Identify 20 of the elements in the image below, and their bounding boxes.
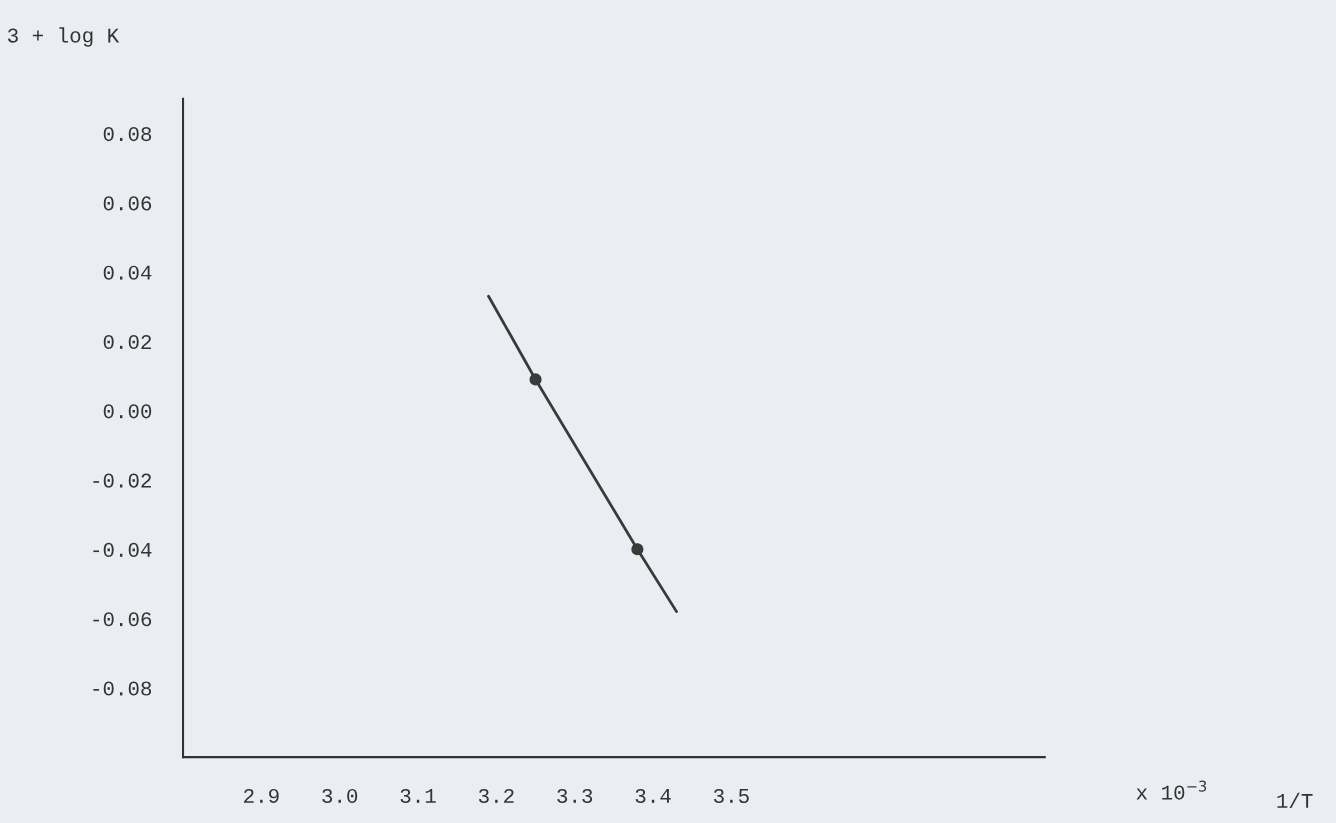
y-tick-label: 0.00 [103, 404, 152, 419]
text: x 10$^{−3}$ [1136, 780, 1207, 800]
x-tick-label: 3.1 [400, 788, 436, 804]
x-tick-label: 3.5 [713, 788, 749, 804]
y-tick-label: 0.02 [103, 334, 151, 350]
y-tick-label: 0.04 [103, 265, 152, 280]
y-tick-label: 0.06 [103, 196, 152, 211]
text: 1/T [1277, 792, 1313, 809]
y-axis-title: 3 + log K [7, 27, 120, 47]
y-tick-label: -0.08 [93, 681, 152, 696]
x-tick-label: 3.4 [635, 788, 671, 804]
y-tick-label: -0.02 [93, 473, 151, 488]
line-series [487, 294, 678, 614]
x-tick-label: 3.2 [478, 788, 514, 804]
y-tick-label: 0.08 [103, 127, 152, 142]
x-tick-label: 3.3 [557, 788, 593, 804]
y-tick-label: -0.04 [93, 542, 152, 557]
x-tick-label: 3.0 [322, 788, 358, 804]
y-tick-label: -0.06 [93, 612, 152, 627]
x-tick-label: 2.9 [244, 788, 279, 804]
